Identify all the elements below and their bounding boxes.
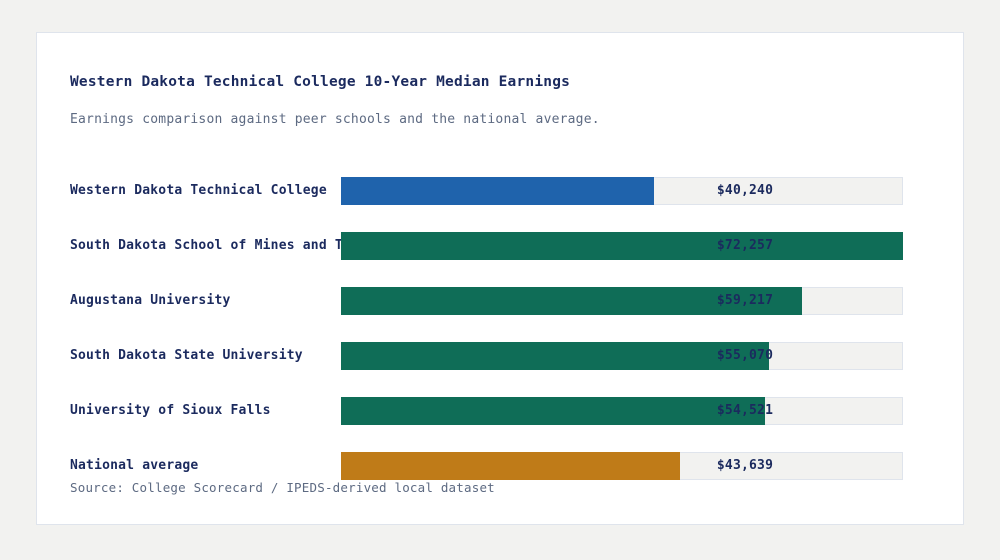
bar-track: $59,217 xyxy=(341,287,903,315)
chart-source-note: Source: College Scorecard / IPEDS-derive… xyxy=(70,480,495,495)
bar-track: $72,257 xyxy=(341,232,903,260)
bar-row[interactable]: National average $43,639 xyxy=(37,452,963,480)
bar-chart: Western Dakota Technical College $40,240 S… xyxy=(37,33,963,524)
bar-fill[interactable] xyxy=(341,452,680,480)
earnings-chart-card: Western Dakota Technical College 10-Year… xyxy=(36,32,964,525)
bar-fill[interactable] xyxy=(341,287,802,315)
bar-row-label: Augustana University xyxy=(70,293,231,308)
bar-row-label: National average xyxy=(70,458,199,473)
bar-row[interactable]: University of Sioux Falls $54,521 xyxy=(37,397,963,425)
bar-row-label: South Dakota School of Mines and Technol… xyxy=(70,238,416,253)
bar-track: $55,070 xyxy=(341,342,903,370)
bar-fill[interactable] xyxy=(341,342,769,370)
bar-track: $40,240 xyxy=(341,177,903,205)
bar-row[interactable]: Augustana University $59,217 xyxy=(37,287,963,315)
bar-row[interactable]: Western Dakota Technical College $40,240 xyxy=(37,177,963,205)
bar-row[interactable]: South Dakota School of Mines and Technol… xyxy=(37,232,963,260)
bar-row[interactable]: South Dakota State University $55,070 xyxy=(37,342,963,370)
bar-fill[interactable] xyxy=(341,232,903,260)
bar-row-label: South Dakota State University xyxy=(70,348,303,363)
bar-row-label: University of Sioux Falls xyxy=(70,403,271,418)
bar-fill[interactable] xyxy=(341,177,654,205)
bar-track: $43,639 xyxy=(341,452,903,480)
page-title: Western Dakota Technical College 10-Year… xyxy=(70,74,571,90)
chart-subtitle: Earnings comparison against peer schools… xyxy=(70,112,600,127)
bar-row-label: Western Dakota Technical College xyxy=(70,183,327,198)
bar-track: $54,521 xyxy=(341,397,903,425)
bar-fill[interactable] xyxy=(341,397,765,425)
